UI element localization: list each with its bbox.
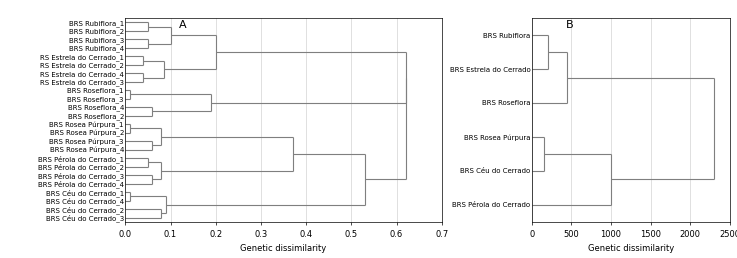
- Text: A: A: [179, 20, 186, 30]
- Text: B: B: [565, 20, 573, 30]
- X-axis label: Genetic dissimilarity: Genetic dissimilarity: [240, 244, 326, 253]
- X-axis label: Genetic dissimilarity: Genetic dissimilarity: [587, 244, 674, 253]
